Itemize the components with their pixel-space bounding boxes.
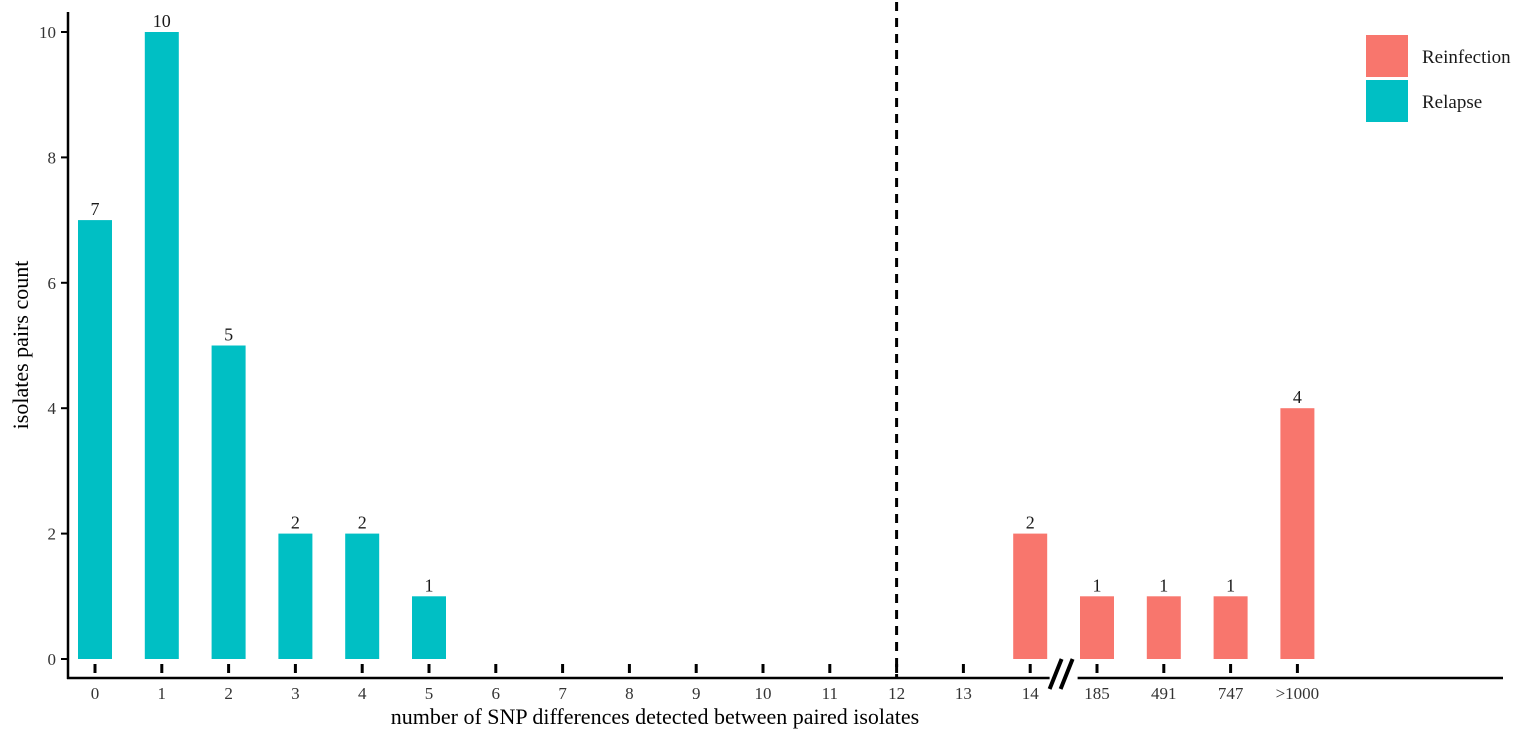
bar-reinfection	[1280, 408, 1315, 659]
x-axis-title: number of SNP differences detected betwe…	[391, 704, 919, 729]
bar-reinfection	[1146, 596, 1181, 659]
legend: Reinfection Relapse	[1366, 35, 1511, 122]
x-tick-label: 10	[755, 684, 772, 703]
x-tick-label: 747	[1218, 684, 1244, 703]
axis-break-slash	[1047, 658, 1064, 690]
legend-swatch-reinfection	[1366, 35, 1408, 77]
data-label-relapse: 2	[291, 513, 300, 533]
data-label-relapse: 1	[425, 575, 434, 595]
x-tick-label: 5	[425, 684, 434, 703]
x-tick-label: 11	[822, 684, 838, 703]
x-tick-label: 0	[91, 684, 100, 703]
y-tick-label: 6	[48, 274, 57, 293]
y-tick-label: 8	[48, 148, 57, 167]
x-tick-label: 9	[692, 684, 701, 703]
x-tick-label: 12	[888, 684, 905, 703]
data-label-relapse: 5	[224, 325, 233, 345]
data-label-relapse: 10	[153, 11, 171, 31]
bar-relapse	[78, 220, 112, 659]
bar-reinfection	[1080, 596, 1114, 659]
legend-label-reinfection: Reinfection	[1422, 47, 1511, 68]
data-label-relapse: 2	[358, 513, 367, 533]
x-tick-label: 2	[224, 684, 233, 703]
y-tick-label: 4	[48, 399, 57, 418]
axis-break-slash	[1058, 658, 1075, 690]
axis-break-marker	[1047, 658, 1078, 690]
bar-relapse	[211, 345, 246, 659]
y-tick-label: 0	[48, 650, 57, 669]
x-tick-label: 7	[558, 684, 567, 703]
data-label-reinfection: 4	[1293, 387, 1302, 407]
bar-reinfection	[1213, 596, 1248, 659]
data-label-reinfection: 2	[1026, 513, 1035, 533]
y-tick-label: 10	[39, 23, 56, 42]
x-tick-label: 6	[492, 684, 501, 703]
data-label-reinfection: 1	[1226, 575, 1235, 595]
y-tick-label: 2	[48, 525, 57, 544]
x-tick-label: 3	[291, 684, 300, 703]
x-tick-label: 4	[358, 684, 367, 703]
x-tick-label: 185	[1084, 684, 1110, 703]
y-axis-title: isolates pairs count	[8, 261, 33, 430]
legend-swatch-relapse	[1366, 80, 1408, 122]
x-tick-label: 8	[625, 684, 634, 703]
x-tick-label: 13	[955, 684, 972, 703]
data-label-reinfection: 1	[1093, 575, 1102, 595]
bar-reinfection	[1013, 533, 1048, 659]
x-tick-label: 14	[1022, 684, 1040, 703]
x-tick-label: 491	[1151, 684, 1177, 703]
data-label-relapse: 7	[91, 199, 100, 219]
legend-label-relapse: Relapse	[1422, 92, 1482, 113]
bar-relapse	[345, 533, 380, 659]
bar-relapse	[278, 533, 313, 659]
bar-relapse	[412, 596, 446, 659]
data-label-reinfection: 1	[1159, 575, 1168, 595]
x-tick-label: >1000	[1276, 684, 1320, 703]
x-tick-label: 1	[158, 684, 167, 703]
bar-relapse	[144, 32, 179, 659]
